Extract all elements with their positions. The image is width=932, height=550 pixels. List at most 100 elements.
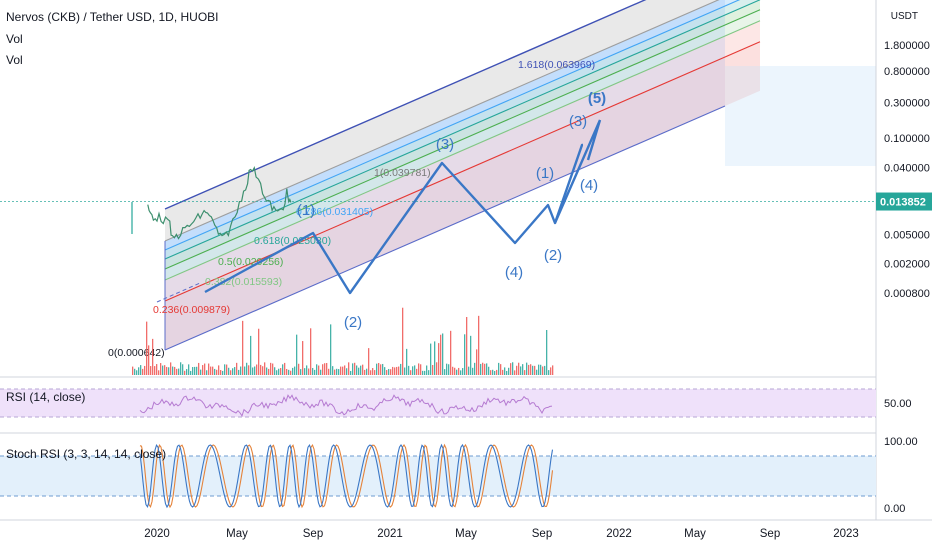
y-tick-label: 0.000800 xyxy=(884,288,930,300)
volume-bar xyxy=(488,366,490,375)
volume-bar xyxy=(462,368,464,375)
volume-bar xyxy=(260,364,262,375)
fib-band xyxy=(165,41,760,351)
price-series xyxy=(131,165,292,240)
volume-legend-2: Vol xyxy=(6,53,23,67)
volume-bar xyxy=(138,367,140,375)
volume-bar xyxy=(442,333,444,375)
volume-bar xyxy=(218,365,220,375)
volume-bar xyxy=(502,369,504,375)
volume-bar xyxy=(254,366,256,375)
volume-bar xyxy=(184,370,186,375)
volume-bar xyxy=(256,364,258,375)
y-tick-label: 0.800000 xyxy=(884,66,930,78)
volume-bar xyxy=(444,369,446,375)
volume-bar xyxy=(156,364,158,375)
volume-bar xyxy=(498,362,500,375)
rsi-tick-label: 50.00 xyxy=(884,398,912,410)
volume-bar xyxy=(192,367,194,375)
stoch-tick-label: 100.00 xyxy=(884,436,918,448)
volume-bar xyxy=(276,370,278,375)
volume-bar xyxy=(398,366,400,375)
volume-bar xyxy=(486,363,488,375)
volume-bar xyxy=(240,366,242,375)
wave-label-3: (4) xyxy=(505,264,523,281)
volume-bar xyxy=(548,370,550,375)
volume-bar xyxy=(336,368,338,375)
fib-label-7: 1.618(0.063969) xyxy=(518,59,595,71)
fib-channel: 0(0.000642) 0.236(0.009879) 0.382(0.015593… xyxy=(108,0,876,359)
volume-bar xyxy=(466,317,468,375)
rsi-legend: RSI (14, close) xyxy=(6,390,86,404)
volume-bar xyxy=(258,328,260,375)
volume-bar xyxy=(412,366,414,375)
volume-bar xyxy=(202,365,204,375)
volume-bar xyxy=(438,343,440,375)
volume-bar xyxy=(528,364,530,375)
volume-bar xyxy=(166,366,168,375)
volume-bar xyxy=(290,370,292,375)
volume-bar xyxy=(434,341,436,375)
volume-bar xyxy=(542,366,544,375)
volume-bar xyxy=(220,370,222,375)
volume-bar xyxy=(544,365,546,375)
volume-bar xyxy=(188,364,190,375)
stoch-tick-label: 0.00 xyxy=(884,503,905,515)
volume-bar xyxy=(334,369,336,375)
x-tick-label: May xyxy=(455,528,477,540)
volume-bar xyxy=(518,362,520,375)
volume-bar xyxy=(350,370,352,375)
volume-bar xyxy=(480,363,482,375)
volume-bar xyxy=(348,362,350,375)
volume-bar xyxy=(246,362,248,375)
volume-bar xyxy=(376,363,378,375)
volume-bar xyxy=(200,369,202,375)
volume-bar xyxy=(328,368,330,375)
volume-bar xyxy=(378,362,380,375)
volume-bar xyxy=(372,368,374,375)
volume-bar xyxy=(458,367,460,375)
volume-bar xyxy=(146,321,148,375)
volume-bar xyxy=(148,345,150,375)
volume-bar xyxy=(470,335,472,375)
volume-bar xyxy=(162,365,164,375)
x-tick-label: 2022 xyxy=(606,528,632,540)
volume-bar xyxy=(312,367,314,375)
volume-bar xyxy=(526,362,528,375)
volume-bar xyxy=(374,370,376,375)
volume-bar xyxy=(214,368,216,375)
volume-bar xyxy=(414,365,416,375)
volume-bar xyxy=(436,362,438,375)
volume-bar xyxy=(456,369,458,375)
volume-bar xyxy=(142,368,144,375)
volume-bar xyxy=(314,369,316,375)
volume-bar xyxy=(190,370,192,375)
last-price-badge xyxy=(876,192,932,211)
volume-bar xyxy=(234,367,236,375)
y-tick-label: 0.005000 xyxy=(884,229,930,241)
stoch-d-line xyxy=(139,443,554,509)
rsi-panel: 50.00 xyxy=(0,388,912,418)
volume-bar xyxy=(300,369,302,375)
volume-bar xyxy=(266,367,268,375)
volume-bar xyxy=(238,369,240,375)
volume-bar xyxy=(326,363,328,375)
fib-label-0: 0(0.000642) xyxy=(108,347,165,359)
volume-bar xyxy=(506,370,508,375)
volume-bar xyxy=(278,368,280,375)
y-tick-label: 0.002000 xyxy=(884,259,930,271)
volume-bar xyxy=(342,366,344,375)
fib-level-line xyxy=(164,41,761,302)
volume-bar xyxy=(534,365,536,375)
x-tick-label: Sep xyxy=(532,528,552,540)
volume-bar xyxy=(464,334,466,375)
volume-bar xyxy=(160,363,162,375)
volume-bar xyxy=(404,367,406,375)
volume-bar xyxy=(508,367,510,375)
x-tick-label: May xyxy=(684,528,706,540)
currency-unit: USDT xyxy=(890,11,918,22)
volume-bar xyxy=(176,368,178,375)
volume-bar xyxy=(292,367,294,375)
wave-label-6: (3) xyxy=(569,113,587,130)
